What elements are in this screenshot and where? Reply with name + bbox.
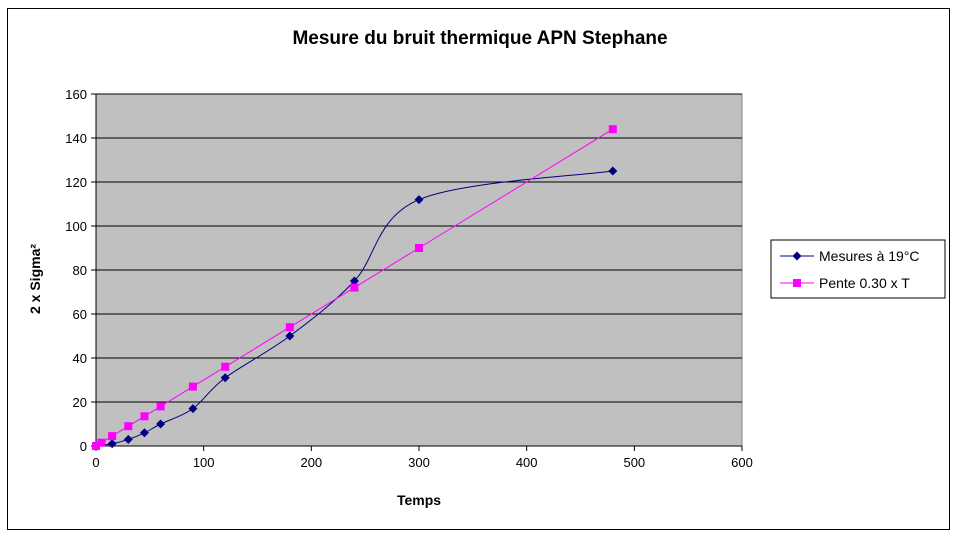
data-point	[107, 439, 117, 449]
y-tick-label: 140	[65, 131, 87, 146]
legend-label: Pente 0.30 x T	[819, 275, 910, 291]
x-tick-label: 200	[300, 455, 322, 470]
y-tick-label: 160	[65, 87, 87, 102]
data-point	[414, 195, 424, 205]
series-2	[92, 125, 617, 450]
data-point	[108, 432, 117, 441]
y-axis-title: 2 x Sigma²	[27, 244, 43, 314]
data-point	[140, 412, 149, 421]
legend-box	[770, 239, 946, 299]
data-point	[608, 125, 617, 134]
x-tick-label: 300	[408, 455, 430, 470]
data-point	[220, 373, 230, 383]
data-point	[188, 382, 197, 391]
y-tick-label: 80	[73, 263, 87, 278]
y-tick-label: 40	[73, 351, 87, 366]
x-tick-labels: 0 100 200 300 400 500 600	[92, 455, 752, 470]
y-tick-label: 100	[65, 219, 87, 234]
chart-svg: Mesure du bruit thermique APN Stephane 0…	[27, 28, 946, 508]
data-point	[123, 434, 133, 444]
data-point	[156, 419, 166, 429]
data-point	[92, 442, 100, 450]
grid-lines	[96, 93, 742, 403]
data-point	[139, 428, 149, 438]
data-point	[349, 276, 359, 286]
series-1	[91, 166, 618, 451]
data-point	[285, 331, 295, 341]
axes	[91, 93, 743, 451]
data-point	[97, 438, 106, 447]
x-tick-label: 500	[623, 455, 645, 470]
data-point	[415, 244, 423, 252]
legend-marker	[793, 279, 801, 287]
y-tick-label: 120	[65, 175, 87, 190]
legend-label: Mesures à 19°C	[819, 248, 920, 264]
data-point	[350, 283, 359, 292]
data-point	[124, 422, 133, 431]
x-tick-label: 400	[516, 455, 538, 470]
legend-items: Mesures à 19°C Pente 0.30 x T	[780, 248, 920, 291]
data-point	[608, 166, 618, 176]
legend: Mesures à 19°C Pente 0.30 x T	[770, 239, 946, 299]
x-tick-label: 100	[193, 455, 215, 470]
legend-marker	[792, 251, 802, 261]
series-layer	[91, 125, 618, 451]
y-tick-label: 60	[73, 307, 87, 322]
data-point	[156, 402, 165, 411]
x-axis-title: Temps	[397, 492, 441, 508]
y-tick-labels: 0 20 40 60 80 100 120 140 160	[65, 87, 87, 454]
chart-frame: Mesure du bruit thermique APN Stephane 0…	[7, 8, 950, 530]
data-point	[221, 362, 230, 371]
data-point	[188, 404, 198, 414]
y-tick-label: 20	[73, 395, 87, 410]
chart-title: Mesure du bruit thermique APN Stephane	[292, 28, 667, 49]
data-point	[285, 323, 294, 332]
x-tick-label: 600	[731, 455, 753, 470]
x-tick-label: 0	[92, 455, 99, 470]
y-tick-label: 0	[80, 439, 87, 454]
